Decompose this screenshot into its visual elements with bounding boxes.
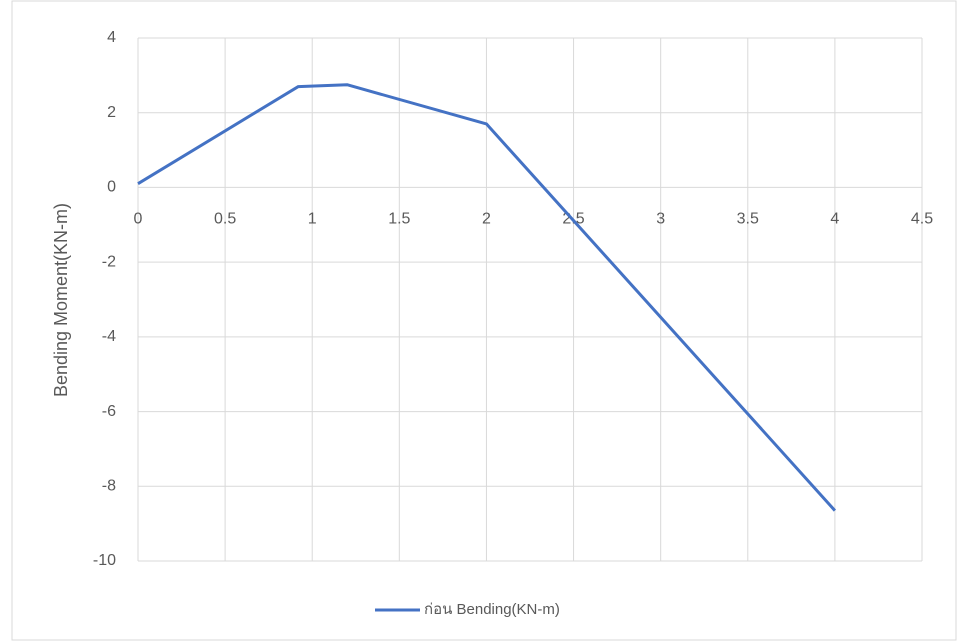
x-tick-label: 4 [830,211,839,228]
x-tick-label: 1.5 [388,211,410,228]
x-tick-label: 2 [482,211,491,228]
y-axis-label: Bending Moment(KN-m) [51,203,71,397]
y-tick-label: -6 [102,403,116,420]
data-line [137,83,837,512]
y-tick-label: -8 [102,478,116,495]
y-tick-label: -2 [102,253,116,270]
y-tick-label: 0 [107,179,116,196]
x-tick-label: 3 [656,211,665,228]
x-tick-label: 3.5 [737,211,759,228]
y-tick-label: -4 [102,328,116,345]
y-tick-label: 4 [107,29,116,46]
legend-label: ก่อน Bending(KN-m) [424,601,560,618]
x-tick-label: 0 [134,211,143,228]
x-tick-label: 1 [308,211,317,228]
x-tick-label: 4.5 [911,211,933,228]
x-tick-label: 0.5 [214,211,236,228]
y-tick-label: -10 [93,552,116,569]
chart-frame [11,0,957,641]
y-tick-label: 2 [107,104,116,121]
